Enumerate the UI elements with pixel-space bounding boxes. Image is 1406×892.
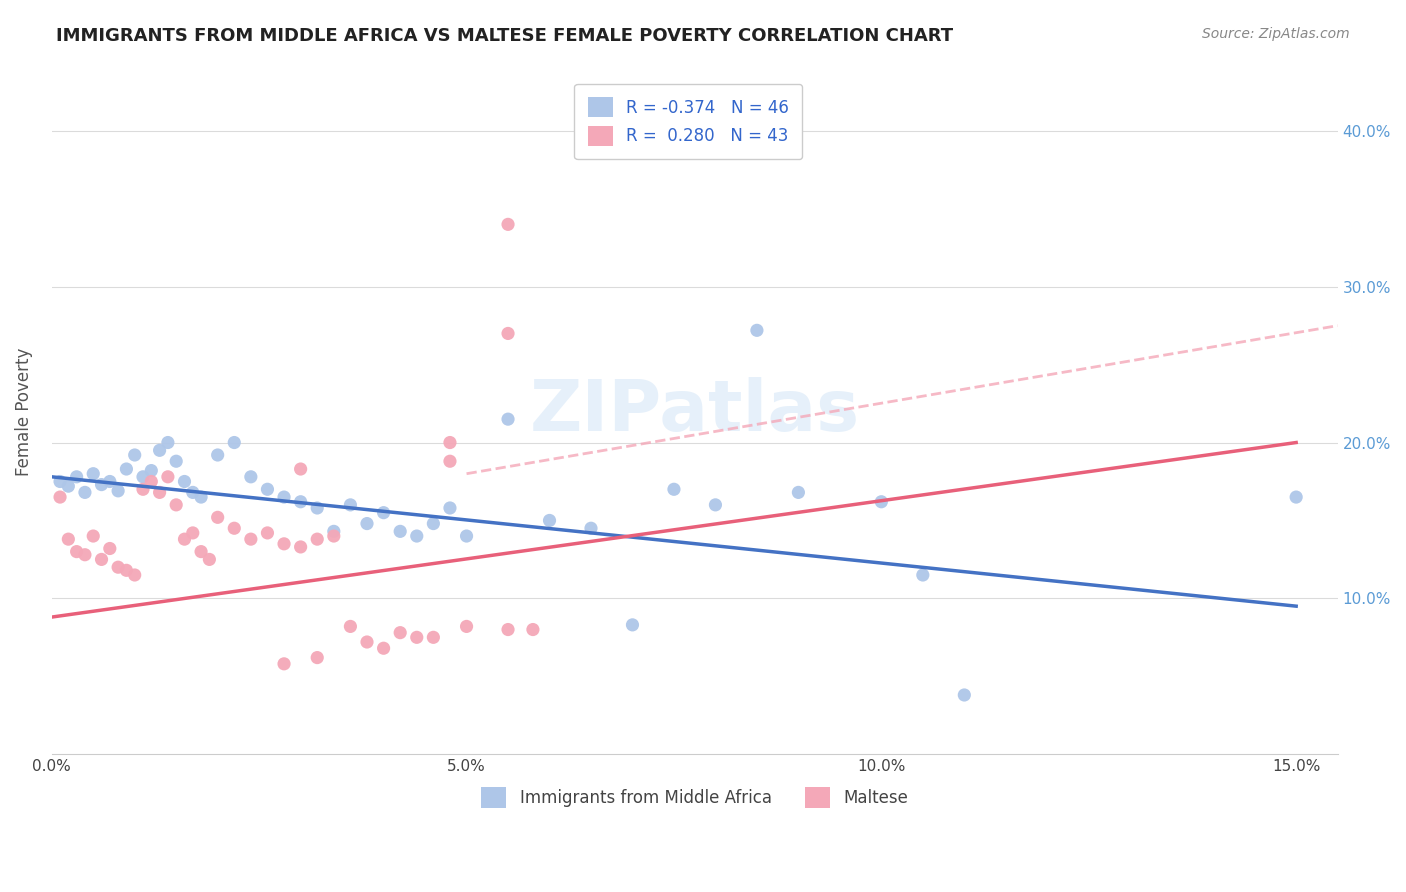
Point — [538, 513, 561, 527]
Point — [115, 563, 138, 577]
Point — [207, 448, 229, 462]
Point — [439, 500, 461, 515]
Point — [98, 475, 121, 489]
Point — [82, 467, 104, 481]
Point — [579, 521, 602, 535]
Point — [307, 532, 329, 546]
Point — [190, 490, 212, 504]
Point — [207, 510, 229, 524]
Point — [356, 635, 378, 649]
Text: ZIPatlas: ZIPatlas — [530, 376, 859, 446]
Point — [290, 540, 312, 554]
Point — [322, 529, 344, 543]
Point — [58, 479, 80, 493]
Point — [156, 470, 179, 484]
Point — [73, 485, 96, 500]
Point — [181, 485, 204, 500]
Point — [115, 462, 138, 476]
Point — [156, 435, 179, 450]
Point — [496, 218, 519, 232]
Point — [439, 454, 461, 468]
Point — [273, 657, 295, 671]
Point — [422, 516, 444, 531]
Point — [439, 435, 461, 450]
Point — [456, 529, 478, 543]
Point — [405, 529, 427, 543]
Point — [239, 532, 262, 546]
Point — [322, 524, 344, 539]
Text: Source: ZipAtlas.com: Source: ZipAtlas.com — [1202, 27, 1350, 41]
Point — [239, 470, 262, 484]
Point — [662, 483, 685, 497]
Point — [307, 650, 329, 665]
Point — [256, 525, 278, 540]
Point — [356, 516, 378, 531]
Point — [496, 623, 519, 637]
Point — [1285, 490, 1308, 504]
Point — [405, 630, 427, 644]
Text: IMMIGRANTS FROM MIDDLE AFRICA VS MALTESE FEMALE POVERTY CORRELATION CHART: IMMIGRANTS FROM MIDDLE AFRICA VS MALTESE… — [56, 27, 953, 45]
Point — [290, 495, 312, 509]
Point — [389, 625, 412, 640]
Point — [373, 506, 395, 520]
Point — [273, 490, 295, 504]
Point — [49, 475, 72, 489]
Point — [149, 443, 172, 458]
Point — [190, 544, 212, 558]
Point — [107, 483, 129, 498]
Point — [90, 552, 112, 566]
Point — [173, 475, 195, 489]
Point — [66, 544, 89, 558]
Point — [173, 532, 195, 546]
Point — [273, 537, 295, 551]
Point — [165, 454, 187, 468]
Point — [181, 525, 204, 540]
Point — [224, 435, 246, 450]
Point — [953, 688, 976, 702]
Point — [165, 498, 187, 512]
Point — [124, 448, 146, 462]
Point — [290, 462, 312, 476]
Point — [870, 495, 893, 509]
Point — [141, 464, 163, 478]
Point — [98, 541, 121, 556]
Point — [787, 485, 810, 500]
Y-axis label: Female Poverty: Female Poverty — [15, 347, 32, 475]
Point — [911, 568, 934, 582]
Point — [82, 529, 104, 543]
Point — [256, 483, 278, 497]
Point — [66, 470, 89, 484]
Point — [132, 483, 155, 497]
Point — [132, 470, 155, 484]
Point — [339, 619, 361, 633]
Point — [339, 498, 361, 512]
Point — [456, 619, 478, 633]
Point — [496, 326, 519, 341]
Point — [49, 490, 72, 504]
Point — [496, 412, 519, 426]
Point — [107, 560, 129, 574]
Point — [141, 475, 163, 489]
Point — [373, 641, 395, 656]
Point — [58, 532, 80, 546]
Point — [149, 485, 172, 500]
Point — [307, 500, 329, 515]
Point — [745, 323, 768, 337]
Point — [198, 552, 221, 566]
Point — [522, 623, 544, 637]
Point — [704, 498, 727, 512]
Point — [73, 548, 96, 562]
Point — [389, 524, 412, 539]
Point — [224, 521, 246, 535]
Point — [621, 618, 644, 632]
Legend: Immigrants from Middle Africa, Maltese: Immigrants from Middle Africa, Maltese — [475, 780, 915, 814]
Point — [422, 630, 444, 644]
Point — [90, 477, 112, 491]
Point — [124, 568, 146, 582]
